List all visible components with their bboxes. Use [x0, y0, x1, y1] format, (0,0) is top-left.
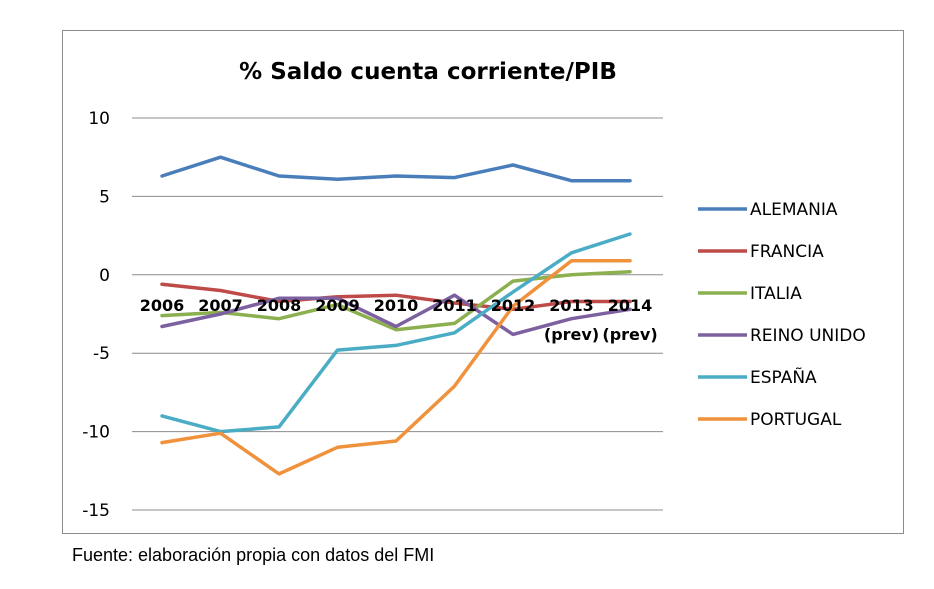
series-line-portugal [160, 258, 632, 476]
chart-frame: % Saldo cuenta corriente/PIB 10 5 0 -5 -10 -1… [62, 30, 904, 534]
legend-label: ITALIA [750, 284, 802, 304]
x-category-label: 2012 [491, 296, 536, 315]
legend-label: REINO UNIDO [750, 326, 866, 346]
source-note: Fuente: elaboración propia con datos del… [72, 545, 435, 565]
x-category-label: 2010 [374, 296, 419, 315]
x-category-label: 2009 [315, 296, 360, 315]
y-tick-label: -15 [82, 501, 110, 521]
x-category-labels: 2006 2007 2008 2009 2010 2011 2012 2013 (prev) 20… [140, 296, 658, 344]
legend-label: ALEMANIA [750, 200, 838, 220]
x-category-label: 2007 [198, 296, 243, 315]
y-tick-label: -10 [82, 423, 110, 443]
series-line-francia [160, 282, 632, 312]
x-category-label: 2011 [432, 296, 477, 315]
legend-label: FRANCIA [750, 242, 824, 262]
legend-label: ESPAÑA [750, 366, 817, 388]
series-line-reino-unido [160, 293, 632, 337]
x-category-label: 2014 [608, 296, 653, 315]
legend-label: PORTUGAL [750, 410, 842, 430]
x-category-sublabel: (prev) [602, 325, 657, 344]
y-tick-label: 10 [88, 109, 110, 129]
series-line-españa [160, 232, 632, 434]
x-category-label: 2008 [257, 296, 302, 315]
y-tick-label: 5 [99, 187, 110, 207]
y-tick-label: -5 [93, 344, 110, 364]
x-category-label: 2013 [549, 296, 594, 315]
series-layer [160, 155, 632, 476]
x-category-label: 2006 [140, 296, 185, 315]
series-line-alemania [160, 155, 632, 183]
legend: ALEMANIA FRANCIA ITALIA REINO UNIDO ESPAÑA PO… [698, 200, 866, 430]
y-tick-labels: 10 5 0 -5 -10 -15 [82, 109, 110, 521]
x-category-sublabel: (prev) [544, 325, 599, 344]
chart-title: % Saldo cuenta corriente/PIB [239, 59, 617, 85]
line-chart: % Saldo cuenta corriente/PIB 10 5 0 -5 -10 -1… [82, 59, 866, 521]
y-tick-label: 0 [99, 266, 110, 286]
